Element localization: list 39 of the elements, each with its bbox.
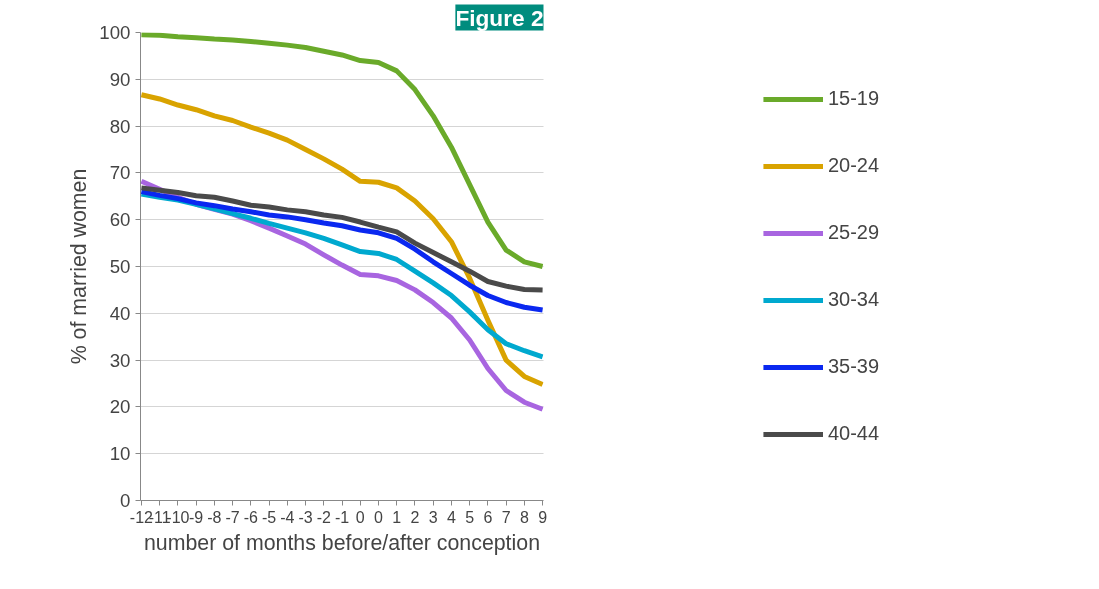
- x-tick-label: 8: [519, 508, 529, 526]
- x-tick-label: -3: [298, 508, 313, 526]
- y-tick-label: 10: [109, 443, 131, 465]
- legend-label: 15-19: [827, 87, 880, 110]
- x-tick-label: -1: [334, 508, 350, 526]
- y-tick-label: 50: [109, 256, 131, 277]
- x-axis-title: number of months before/after conception: [144, 530, 541, 555]
- x-tick-label: -9: [189, 508, 204, 526]
- x-tick-label: -8: [207, 508, 222, 526]
- y-axis-title: % of married women: [67, 168, 92, 365]
- x-tick-label: -4: [280, 508, 295, 526]
- x-tick-label: 1: [392, 508, 402, 526]
- x-tick-label: 4: [446, 508, 456, 526]
- x-tick-label: 5: [465, 508, 475, 526]
- y-tick-label: 60: [109, 209, 131, 231]
- y-tick-label: 20: [109, 396, 131, 418]
- x-tick-label: 6: [483, 508, 493, 526]
- caption: Figure 2: [455, 4, 544, 31]
- legend-label: 25-29: [827, 221, 880, 244]
- x-tick-label: 3: [428, 508, 438, 526]
- x-tick-label: 0: [355, 508, 365, 526]
- y-tick-label: 80: [109, 115, 131, 137]
- x-tick-label: 9: [538, 508, 548, 526]
- y-tick-label: 30: [109, 349, 131, 371]
- y-tick-label: 100: [99, 22, 131, 43]
- y-tick-label: 70: [109, 162, 131, 184]
- x-tick-label: 2: [410, 508, 420, 526]
- legend-label: 35-39: [827, 355, 880, 378]
- legend-label: 30-34: [827, 288, 880, 311]
- y-tick-label: 40: [109, 302, 131, 324]
- x-tick-label: -2: [316, 508, 331, 526]
- x-tick-label: -6: [243, 508, 259, 526]
- x-tick-label: 7: [501, 508, 511, 526]
- legend-label: 20-24: [827, 154, 880, 177]
- y-tick-label: 90: [109, 68, 131, 90]
- legend-label: 40-44: [827, 422, 880, 445]
- x-tick-label: -7: [225, 508, 240, 526]
- x-tick-label: 0: [374, 508, 384, 526]
- x-tick-label: -5: [261, 508, 277, 526]
